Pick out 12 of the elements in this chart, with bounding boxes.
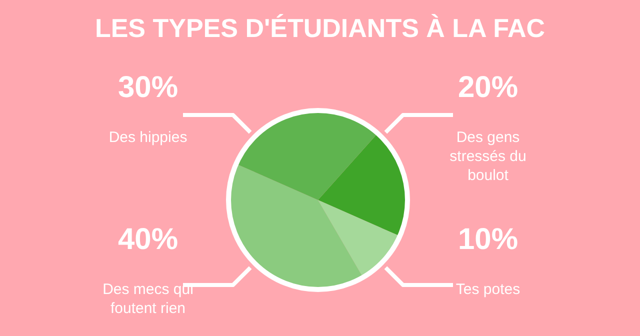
data-label: 20%: [458, 71, 518, 104]
pie-slice: [318, 200, 398, 276]
slice-label: Tes potes: [456, 281, 520, 298]
data-label: 10%: [458, 223, 518, 256]
chart-title: LES TYPES D'ÉTUDIANTS À LA FAC: [94, 13, 546, 43]
pie-slice: [238, 112, 377, 200]
pie-slice: [318, 134, 406, 236]
pie-slice: [230, 164, 362, 288]
slice-label: Des gens stressés du boulot: [450, 129, 526, 184]
data-label: 40%: [118, 223, 178, 256]
slice-label: Des hippies: [108, 129, 188, 146]
data-label: 30%: [118, 71, 178, 104]
